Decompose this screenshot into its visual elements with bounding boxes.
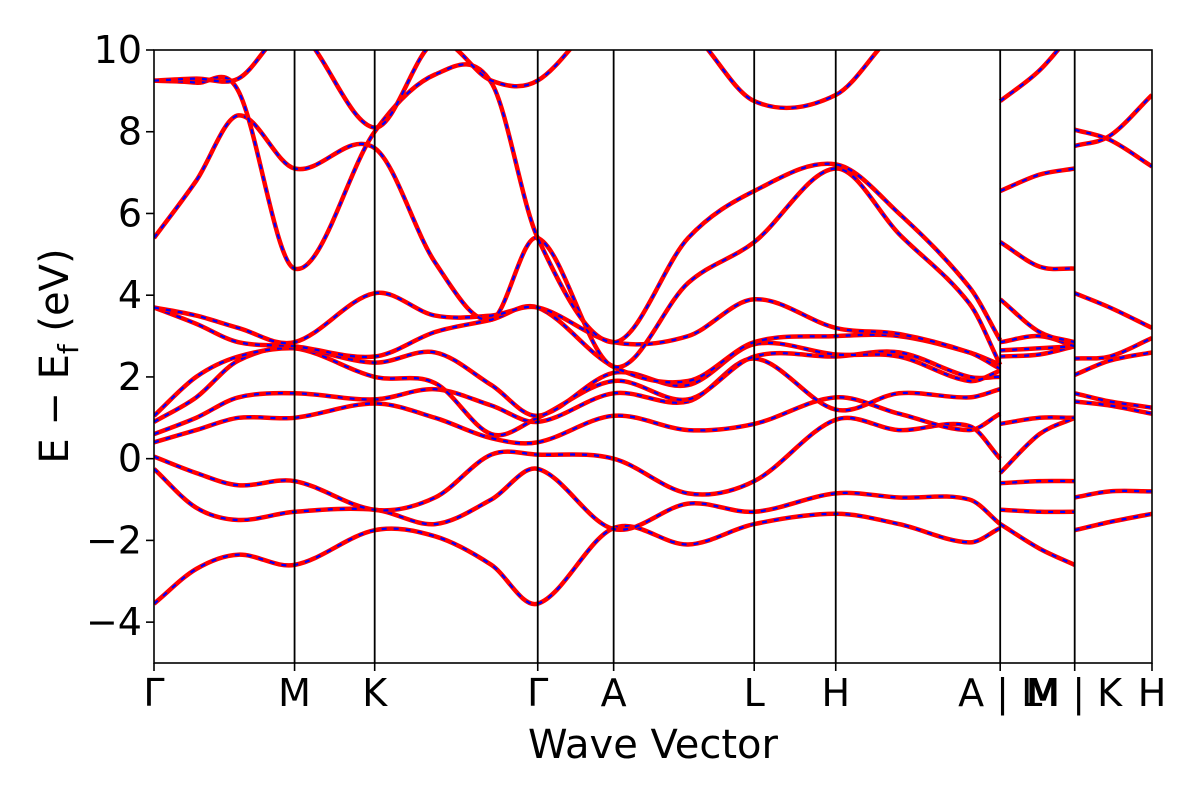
y-tick-label-1: −2 [86,518,142,562]
y-tick-label-0: −4 [86,600,142,644]
band-dash-1 [154,467,1001,531]
band-dash-18 [1000,345,1075,352]
band-dash-28 [1074,351,1152,376]
band-dash-19 [1000,334,1076,348]
band-dash-13 [1000,479,1075,485]
x-tick-label-7: A | L [958,671,1042,716]
band-dash-4 [154,357,1001,436]
band-line-12 [998,415,1076,475]
band-dash-11 [154,50,880,129]
band-dash-14 [1000,508,1075,514]
y-tick-label-3: 2 [118,355,142,399]
band-dash-22 [999,167,1075,193]
band-line-11 [154,50,882,130]
kpoint-lines [293,50,1076,663]
band-dash-15 [999,523,1076,566]
x-tick-label-2: K [362,671,388,715]
y-tick-label-4: 4 [118,273,142,317]
x-axis: Γ M K Γ A L H A | LM | K H M [143,663,1166,716]
band-dash-20 [999,298,1076,344]
band-line-0 [154,511,1002,607]
x-tick-label-5: L [744,671,765,715]
plot-frame [153,49,1153,664]
x-tick-label-0: Γ [143,671,164,715]
band-dash-7 [154,305,1001,384]
band-line-6 [154,340,1001,419]
y-tick-label-2: 0 [118,437,142,481]
band-dash-23 [999,50,1060,102]
band-dash-8 [154,291,1001,370]
x-tick-label-8: M | K [1027,671,1123,716]
band-line-24 [1074,488,1152,500]
band-dash-21 [999,241,1075,271]
x-tick-label-4: A [601,671,627,715]
y-axis-label-subscript: f [52,343,85,354]
x-tick-label-1: M [278,671,311,715]
y-tick-label-7: 10 [94,28,142,72]
band-line-23 [998,50,1061,103]
band-dash-25 [1074,512,1152,532]
band-line-26 [1074,399,1152,416]
y-axis-label-unit: (eV) [32,248,78,344]
x-tick-label-6: H [821,671,850,715]
band-dash-27 [1074,392,1152,409]
band-dash-32 [1074,128,1152,168]
band-line-29 [1074,336,1152,361]
y-axis: −4 −2 0 2 4 6 8 10 [86,28,154,644]
band-line-22 [999,166,1076,194]
band-dash-12 [999,416,1076,474]
band-dash-31 [1074,94,1152,148]
band-line-3 [154,395,1002,446]
bands-group [154,50,1152,607]
y-tick-label-6: 8 [118,110,142,154]
band-dash-2 [154,416,1001,512]
band-dash-16 [1000,416,1075,425]
x-tick-label-9: H [1138,671,1167,715]
x-tick-label-3: Γ [527,671,548,715]
band-line-10 [154,62,1003,345]
y-axis-label-main: E − E [32,354,78,464]
x-axis-label: Wave Vector [528,722,779,768]
band-dash-0 [154,512,1001,606]
x-tick-label-overlap: M [1026,671,1059,715]
y-tick-label-5: 6 [118,191,142,235]
band-dash-3 [154,396,1001,445]
band-line-31 [1074,93,1152,149]
y-axis-label: E − Ef (eV) [32,248,85,463]
band-line-21 [999,240,1075,272]
band-dash-30 [1074,292,1152,329]
